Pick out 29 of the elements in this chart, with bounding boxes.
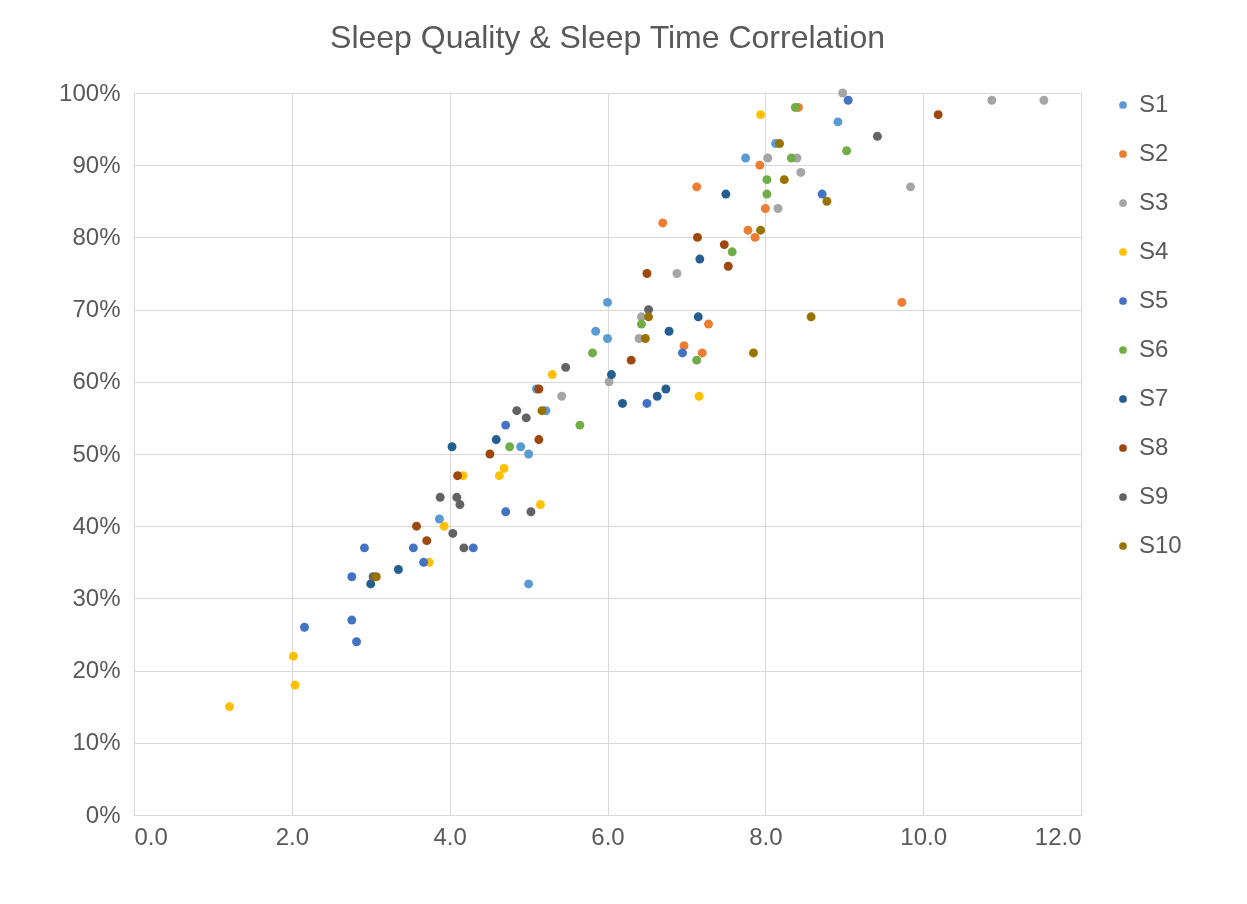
x-tick-label: 6.0 xyxy=(591,822,625,850)
y-tick-label: 0% xyxy=(85,800,121,828)
x-tick-label: 0.0 xyxy=(134,822,168,850)
x-tick-label: 2.0 xyxy=(275,822,310,850)
y-tick-label: 80% xyxy=(72,222,121,250)
legend-label: S9 xyxy=(1139,482,1169,509)
y-tick-label: 20% xyxy=(72,656,121,684)
y-tick-label: 40% xyxy=(72,511,121,539)
y-tick-label: 70% xyxy=(72,295,121,323)
y-tick-label: 10% xyxy=(72,728,121,756)
legend-label: S2 xyxy=(1139,139,1169,166)
legend-label: S6 xyxy=(1139,335,1169,362)
y-tick-label: 50% xyxy=(72,439,121,467)
x-tick-label: 8.0 xyxy=(749,822,783,850)
y-tick-label: 60% xyxy=(72,367,121,395)
x-tick-label: 10.0 xyxy=(900,822,948,850)
legend-label: S7 xyxy=(1139,384,1169,411)
y-tick-label: 30% xyxy=(72,583,121,611)
legend-label: S10 xyxy=(1139,531,1182,558)
x-tick-label: 12.0 xyxy=(1034,822,1082,850)
x-tick-label: 4.0 xyxy=(433,822,467,850)
chart-title: Sleep Quality & Sleep Time Correlation xyxy=(330,19,885,55)
y-tick-label: 90% xyxy=(72,150,121,178)
legend-label: S8 xyxy=(1139,433,1169,460)
legend-label: S3 xyxy=(1139,188,1169,215)
y-tick-label: 100% xyxy=(59,78,121,106)
legend-label: S5 xyxy=(1139,286,1169,313)
legend-label: S1 xyxy=(1139,90,1169,117)
legend-label: S4 xyxy=(1139,237,1169,264)
